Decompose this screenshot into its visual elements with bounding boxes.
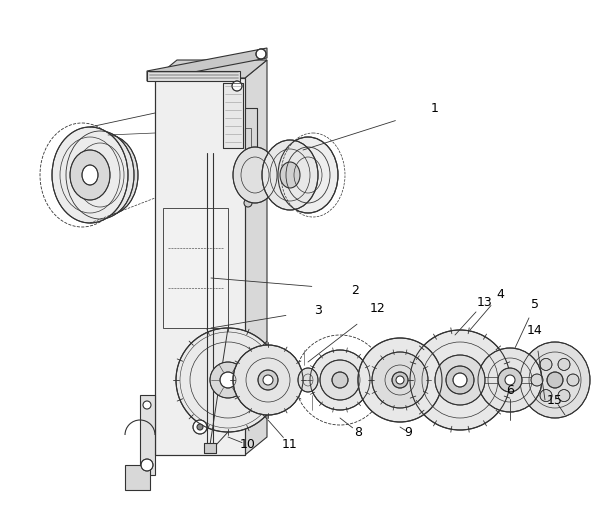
Ellipse shape bbox=[410, 330, 510, 430]
Ellipse shape bbox=[498, 368, 522, 392]
Text: 6: 6 bbox=[506, 384, 514, 397]
Ellipse shape bbox=[262, 140, 318, 210]
Ellipse shape bbox=[567, 374, 579, 386]
Text: 14: 14 bbox=[527, 323, 543, 336]
Ellipse shape bbox=[396, 376, 404, 384]
Ellipse shape bbox=[193, 420, 207, 434]
Ellipse shape bbox=[453, 373, 467, 387]
Ellipse shape bbox=[435, 355, 485, 405]
Bar bbox=[245, 128, 251, 178]
Bar bbox=[155, 78, 245, 455]
Ellipse shape bbox=[52, 127, 128, 223]
Bar bbox=[223, 83, 243, 148]
Ellipse shape bbox=[233, 345, 303, 415]
Text: 8: 8 bbox=[354, 425, 362, 439]
Ellipse shape bbox=[505, 375, 515, 385]
Ellipse shape bbox=[531, 374, 543, 386]
Ellipse shape bbox=[540, 358, 552, 370]
Bar bbox=[245, 108, 257, 188]
Ellipse shape bbox=[392, 372, 408, 388]
Ellipse shape bbox=[310, 350, 370, 410]
Ellipse shape bbox=[210, 362, 246, 398]
Ellipse shape bbox=[78, 135, 138, 215]
Polygon shape bbox=[125, 465, 150, 490]
Text: 13: 13 bbox=[477, 296, 493, 309]
Bar bbox=[245, 128, 251, 178]
Ellipse shape bbox=[358, 338, 442, 422]
Text: 1: 1 bbox=[431, 102, 439, 115]
Polygon shape bbox=[140, 395, 155, 475]
Bar bbox=[163, 208, 228, 328]
Ellipse shape bbox=[141, 459, 153, 471]
Ellipse shape bbox=[558, 389, 570, 401]
Ellipse shape bbox=[298, 368, 318, 392]
Ellipse shape bbox=[176, 328, 280, 432]
Text: 10: 10 bbox=[240, 439, 256, 452]
Ellipse shape bbox=[278, 137, 338, 213]
Bar bbox=[204, 443, 216, 453]
Ellipse shape bbox=[320, 360, 360, 400]
Ellipse shape bbox=[280, 162, 300, 188]
Ellipse shape bbox=[558, 358, 570, 370]
Text: 5: 5 bbox=[531, 299, 539, 311]
Ellipse shape bbox=[256, 49, 266, 59]
Ellipse shape bbox=[66, 131, 134, 219]
Ellipse shape bbox=[258, 370, 278, 390]
Text: 4: 4 bbox=[496, 289, 504, 301]
Ellipse shape bbox=[232, 81, 242, 91]
Ellipse shape bbox=[244, 199, 252, 207]
Bar bbox=[245, 108, 257, 188]
Bar bbox=[204, 443, 216, 453]
Ellipse shape bbox=[332, 372, 348, 388]
Ellipse shape bbox=[547, 372, 563, 388]
Text: 9: 9 bbox=[404, 425, 412, 439]
Bar bbox=[223, 83, 243, 148]
Ellipse shape bbox=[70, 150, 110, 200]
Text: 15: 15 bbox=[547, 394, 563, 407]
Ellipse shape bbox=[233, 147, 277, 203]
Polygon shape bbox=[155, 60, 267, 78]
Polygon shape bbox=[147, 71, 240, 81]
Text: 11: 11 bbox=[282, 439, 298, 452]
Polygon shape bbox=[245, 60, 267, 455]
Ellipse shape bbox=[478, 348, 542, 412]
Text: 3: 3 bbox=[314, 303, 322, 316]
Text: 12: 12 bbox=[370, 301, 386, 314]
Ellipse shape bbox=[263, 375, 273, 385]
Ellipse shape bbox=[540, 389, 552, 401]
Ellipse shape bbox=[220, 372, 236, 388]
Ellipse shape bbox=[520, 342, 590, 418]
Polygon shape bbox=[147, 48, 267, 81]
Ellipse shape bbox=[372, 352, 428, 408]
Ellipse shape bbox=[143, 401, 151, 409]
Ellipse shape bbox=[82, 165, 98, 185]
Text: 2: 2 bbox=[351, 283, 359, 297]
Ellipse shape bbox=[446, 366, 474, 394]
Bar bbox=[155, 78, 245, 455]
Ellipse shape bbox=[243, 180, 253, 196]
Ellipse shape bbox=[197, 424, 203, 430]
